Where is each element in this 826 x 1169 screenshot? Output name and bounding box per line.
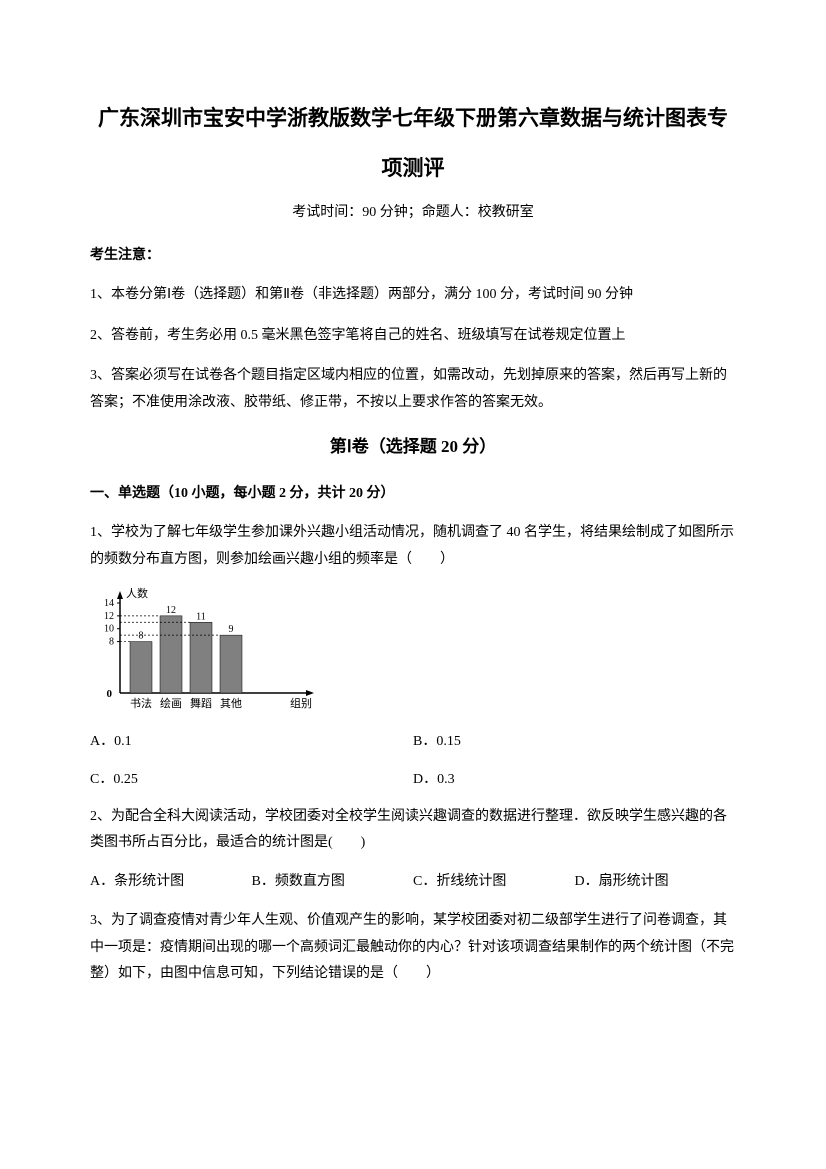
svg-text:其他: 其他 (220, 697, 242, 710)
svg-text:12: 12 (166, 605, 176, 616)
question-2-options: A．条形统计图 B．频数直方图 C．折线统计图 D．扇形统计图 (90, 869, 736, 894)
notice-item-2: 2、答卷前，考生务必用 0.5 毫米黑色签字笔将自己的姓名、班级填写在试卷规定位… (90, 323, 736, 350)
option-c: C．0.25 (90, 767, 413, 792)
svg-text:8: 8 (139, 631, 144, 642)
svg-text:10: 10 (104, 624, 114, 635)
exam-info: 考试时间：90 分钟；命题人：校教研室 (90, 200, 736, 225)
question-3-text: 3、为了调查疫情对青少年人生观、价值观产生的影响，某学校团委对初二级部学生进行了… (90, 908, 736, 988)
option-c: C．折线统计图 (413, 869, 575, 894)
svg-text:人数: 人数 (126, 587, 148, 600)
notice-header: 考生注意： (90, 243, 736, 268)
section-title: 第Ⅰ卷（选择题 20 分） (90, 432, 736, 463)
svg-text:0: 0 (107, 688, 113, 700)
question-1-options-row-2: C．0.25 D．0.3 (90, 767, 736, 792)
notice-item-3: 3、答案必须写在试卷各个题目指定区域内相应的位置，如需改动，先划掉原来的答案，然… (90, 363, 736, 416)
svg-text:舞蹈: 舞蹈 (190, 697, 212, 710)
bar-chart-svg: 人数组别 8 10 12 14 0 8 书法 12 绘画 11 舞蹈 9 其他 (90, 585, 320, 715)
option-d: D．扇形统计图 (575, 869, 737, 894)
svg-text:14: 14 (104, 598, 114, 609)
svg-text:9: 9 (229, 624, 234, 635)
option-a: A．0.1 (90, 729, 413, 754)
question-1-chart: 人数组别 8 10 12 14 0 8 书法 12 绘画 11 舞蹈 9 其他 (90, 585, 736, 715)
question-1-text: 1、学校为了解七年级学生参加课外兴趣小组活动情况，随机调查了 40 名学生，将结… (90, 520, 736, 573)
notice-item-1: 1、本卷分第Ⅰ卷（选择题）和第Ⅱ卷（非选择题）两部分，满分 100 分，考试时间… (90, 282, 736, 309)
svg-text:12: 12 (104, 611, 114, 622)
option-b: B．0.15 (413, 729, 736, 754)
svg-text:书法: 书法 (130, 696, 152, 710)
title-line-1: 广东深圳市宝安中学浙教版数学七年级下册第六章数据与统计图表专 (90, 100, 736, 138)
svg-text:绘画: 绘画 (160, 696, 182, 710)
question-1-options-row-1: A．0.1 B．0.15 (90, 729, 736, 754)
option-a: A．条形统计图 (90, 869, 252, 894)
question-type-header: 一、单选题（10 小题，每小题 2 分，共计 20 分） (90, 481, 736, 506)
svg-text:8: 8 (109, 637, 114, 648)
title-line-2: 项测评 (90, 150, 736, 188)
svg-text:组别: 组别 (290, 696, 312, 710)
question-2-text: 2、为配合全科大阅读活动，学校团委对全校学生阅读兴趣调查的数据进行整理．欲反映学… (90, 804, 736, 857)
option-b: B．频数直方图 (252, 869, 414, 894)
option-d: D．0.3 (413, 767, 736, 792)
svg-text:11: 11 (196, 612, 206, 623)
